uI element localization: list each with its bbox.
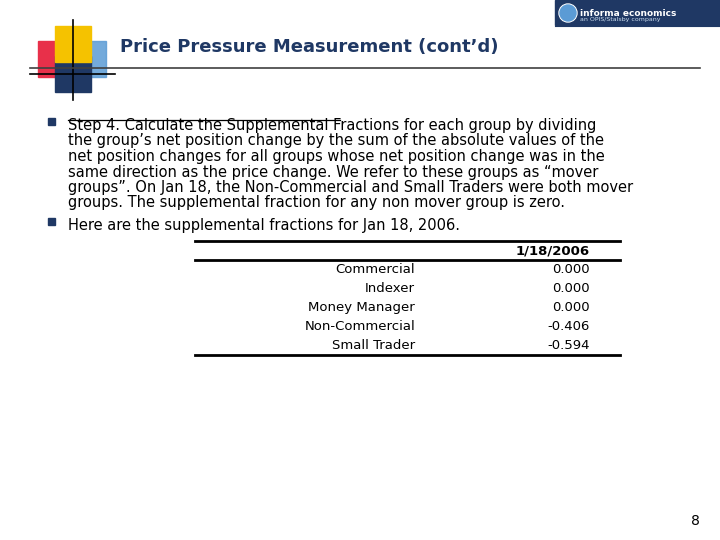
Text: net position changes for all groups whose net position change was in the: net position changes for all groups whos… [68,149,605,164]
Text: 0.000: 0.000 [552,282,590,295]
Text: Money Manager: Money Manager [308,301,415,314]
Text: 0.000: 0.000 [552,301,590,314]
Text: 1/18/2006: 1/18/2006 [516,244,590,257]
Text: Non-Commercial: Non-Commercial [305,320,415,333]
Text: groups”. On Jan 18, the Non-Commercial and Small Traders were both mover: groups”. On Jan 18, the Non-Commercial a… [68,180,633,195]
Text: same direction as the price change. We refer to these groups as “mover: same direction as the price change. We r… [68,165,598,179]
Text: -0.594: -0.594 [547,339,590,352]
Bar [38,41,74,77]
Bar [48,118,55,125]
Text: an OPIS/Stalsby company: an OPIS/Stalsby company [580,17,660,23]
Bar [48,218,55,225]
Text: -0.406: -0.406 [548,320,590,333]
Text: 0.000: 0.000 [552,263,590,276]
Text: Small Trader: Small Trader [332,339,415,352]
Bar [555,0,720,25]
Text: Indexer: Indexer [365,282,415,295]
Text: informa economics: informa economics [580,9,676,17]
Bar [55,56,91,92]
Text: groups. The supplemental fraction for any non mover group is zero.: groups. The supplemental fraction for an… [68,195,565,211]
Text: Commercial: Commercial [336,263,415,276]
Circle shape [560,5,576,21]
Text: Here are the supplemental fractions for Jan 18, 2006.: Here are the supplemental fractions for … [68,218,460,233]
Bar [70,41,106,77]
Text: 8: 8 [691,514,700,528]
Bar [55,26,91,62]
Text: Step 4. Calculate the Supplemental Fractions for each group by dividing: Step 4. Calculate the Supplemental Fract… [68,118,596,133]
Text: Price Pressure Measurement (cont’d): Price Pressure Measurement (cont’d) [120,38,498,56]
Circle shape [559,4,577,22]
Text: the group’s net position change by the sum of the absolute values of the: the group’s net position change by the s… [68,133,604,148]
